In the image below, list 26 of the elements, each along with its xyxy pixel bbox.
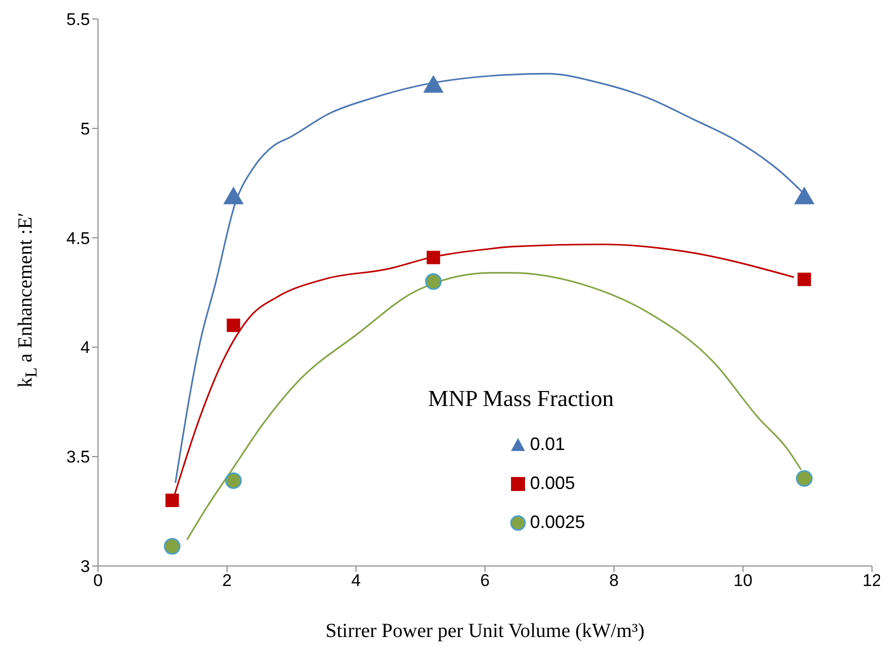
legend-label: 0.005 [530, 473, 576, 494]
x-tick-label: 2 [222, 571, 232, 590]
y-tick-label: 3 [80, 557, 90, 576]
point [423, 75, 444, 93]
point [425, 273, 442, 290]
y-tick-label: 5.5 [66, 10, 90, 30]
y-tick-label: 4 [80, 338, 90, 358]
legend-label: 0.0025 [530, 512, 586, 533]
x-tick-label: 0 [93, 571, 103, 590]
point [223, 186, 244, 204]
x-tick-label: 4 [351, 571, 361, 590]
point [164, 538, 180, 555]
point [226, 318, 240, 332]
point [794, 186, 814, 204]
point [225, 472, 242, 489]
legend-label: 0.01 [530, 434, 566, 455]
point [796, 470, 813, 487]
x-axis-title: Stirrer Power per Unit Volume (kW/m³) [325, 620, 645, 643]
x-tick-label: 8 [609, 571, 619, 590]
y-tick-label: 3.5 [66, 448, 90, 467]
y-tick-label: 5 [80, 119, 90, 138]
point [165, 494, 179, 508]
x-tick-label: 6 [480, 571, 490, 590]
legend-title: MNP Mass Fraction [428, 386, 614, 412]
x-tick-label: 10 [734, 571, 752, 590]
y-tick-label: 4.5 [66, 228, 90, 248]
